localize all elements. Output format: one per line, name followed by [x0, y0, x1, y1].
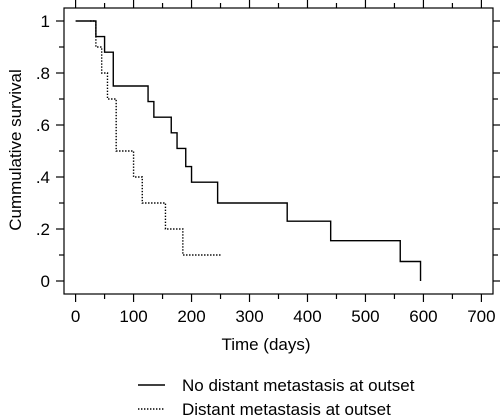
x-tick-label: 200	[177, 307, 205, 326]
x-tick-label: 700	[467, 307, 495, 326]
x-tick-label: 300	[235, 307, 263, 326]
y-tick-label: .4	[36, 168, 50, 187]
x-tick-label: 100	[119, 307, 147, 326]
series-lines	[75, 20, 422, 281]
legend-label-no-metastasis: No distant metastasis at outset	[182, 376, 415, 395]
legend: No distant metastasis at outset Distant …	[138, 376, 415, 419]
x-axis-label: Time (days)	[221, 335, 310, 354]
y-tick-label: 0	[41, 272, 50, 291]
y-tick-label: .8	[36, 64, 50, 83]
x-tick-label: 0	[71, 307, 80, 326]
x-tick-label: 400	[293, 307, 321, 326]
y-axis-ticks: 0 .2 .4 .6 .8 1	[36, 12, 500, 291]
y-tick-label: .2	[36, 220, 50, 239]
series-line-metastasis	[90, 20, 221, 256]
x-tick-label: 600	[409, 307, 437, 326]
y-axis-label: Cummulative survival	[6, 69, 25, 231]
series-line-no-metastasis	[75, 20, 422, 281]
x-tick-label: 500	[351, 307, 379, 326]
x-axis-ticks: 0 100 200 300 400 500 600 700	[71, 0, 496, 326]
y-tick-label: 1	[41, 12, 50, 31]
legend-label-metastasis: Distant metastasis at outset	[182, 400, 391, 419]
y-tick-label: .6	[36, 116, 50, 135]
